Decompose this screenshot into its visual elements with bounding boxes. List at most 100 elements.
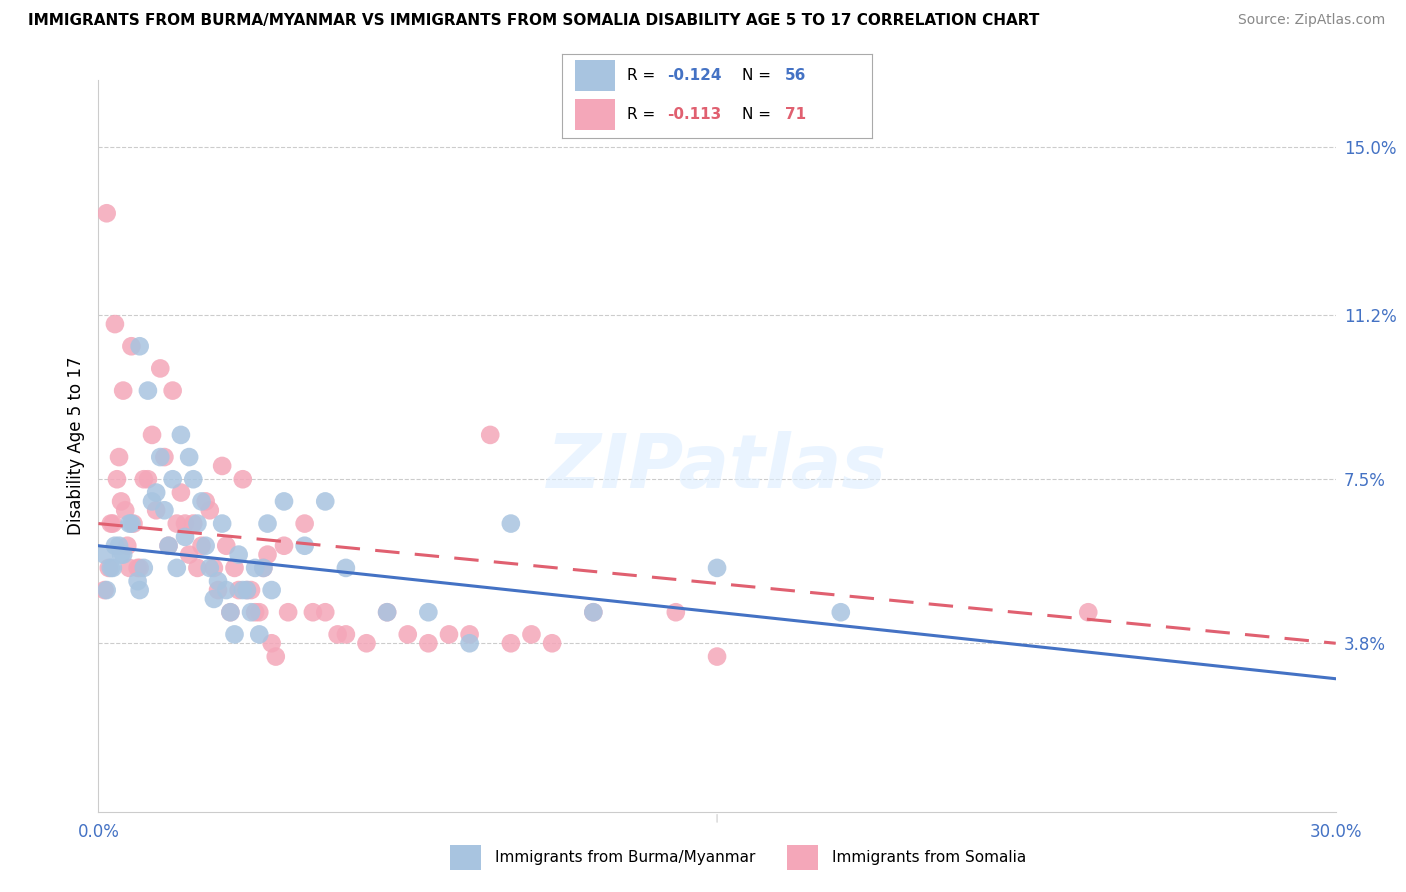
Point [93,548,115,562]
Point [202,561,225,575]
Point [93,583,115,598]
Point [830,605,852,619]
Point [243,605,266,619]
Text: -0.124: -0.124 [668,68,723,83]
Point [186,561,208,575]
Text: N =: N = [742,68,776,83]
Point [252,561,274,575]
Point [120,516,142,531]
Point [252,561,274,575]
Point [114,503,136,517]
Point [108,450,131,464]
Point [202,591,225,606]
Point [122,516,145,531]
Text: R =: R = [627,68,661,83]
Point [264,649,287,664]
Point [219,605,242,619]
Point [243,561,266,575]
Text: Immigrants from Somalia: Immigrants from Somalia [832,850,1026,864]
Point [211,516,233,531]
Point [224,561,246,575]
Point [170,428,193,442]
Point [302,605,325,619]
Point [118,516,141,531]
Point [314,494,336,508]
Text: Source: ZipAtlas.com: Source: ZipAtlas.com [1237,13,1385,28]
Point [582,605,605,619]
Point [127,574,149,589]
Point [174,516,197,531]
Point [149,361,172,376]
Point [145,503,167,517]
Point [240,605,263,619]
Point [314,605,336,619]
Point [181,516,204,531]
Point [194,494,217,508]
Bar [575,99,614,130]
Point [260,636,283,650]
Point [162,384,184,398]
Point [157,539,180,553]
Point [582,605,605,619]
Point [1077,605,1099,619]
Point [260,583,283,598]
Point [112,548,135,562]
Point [181,472,204,486]
Point [166,516,188,531]
Point [396,627,419,641]
Text: IMMIGRANTS FROM BURMA/MYANMAR VS IMMIGRANTS FROM SOMALIA DISABILITY AGE 5 TO 17 : IMMIGRANTS FROM BURMA/MYANMAR VS IMMIGRA… [28,13,1039,29]
Point [219,605,242,619]
Point [132,472,155,486]
Point [128,339,150,353]
Point [207,583,229,598]
Point [236,583,259,598]
Point [418,636,440,650]
Point [247,605,270,619]
Point [240,583,263,598]
Point [236,583,259,598]
Y-axis label: Disability Age 5 to 17: Disability Age 5 to 17 [66,357,84,535]
Point [132,561,155,575]
Point [110,494,132,508]
Point [479,428,502,442]
Point [100,516,122,531]
Point [215,539,238,553]
Point [273,539,295,553]
Text: 71: 71 [785,107,806,122]
Text: R =: R = [627,107,661,122]
Point [232,472,254,486]
Point [437,627,460,641]
Point [277,605,299,619]
Point [256,516,278,531]
Point [458,627,481,641]
Point [335,627,357,641]
Point [211,458,233,473]
Point [179,450,201,464]
Point [665,605,688,619]
Point [96,206,118,220]
Point [162,472,184,486]
Point [104,317,127,331]
Point [228,583,250,598]
Point [101,561,124,575]
Point [105,472,128,486]
Point [108,539,131,553]
Point [335,561,357,575]
Text: N =: N = [742,107,776,122]
Point [141,494,163,508]
Point [228,548,250,562]
Text: -0.113: -0.113 [668,107,721,122]
Point [256,548,278,562]
Point [112,384,135,398]
Point [128,583,150,598]
Point [110,548,132,562]
Point [136,384,159,398]
Point [128,561,150,575]
Point [190,539,212,553]
Point [356,636,378,650]
Point [153,450,176,464]
Point [294,539,316,553]
Point [186,516,208,531]
Point [198,561,221,575]
Point [375,605,398,619]
